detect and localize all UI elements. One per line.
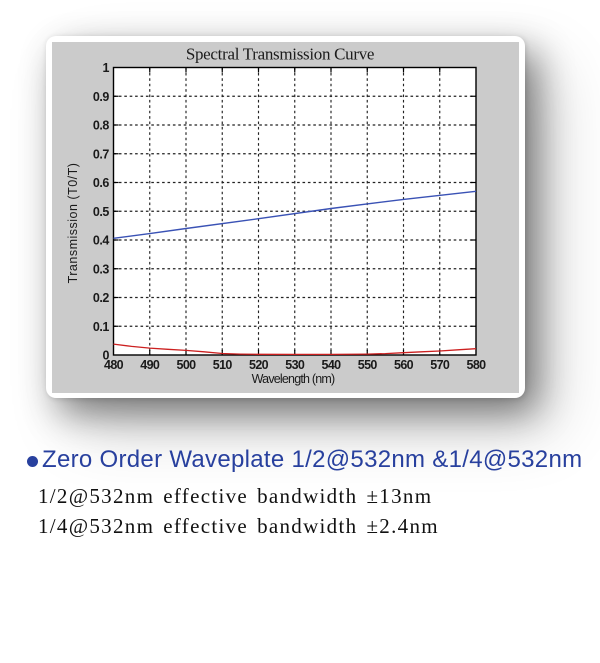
svg-text:530: 530 xyxy=(285,358,305,372)
svg-text:560: 560 xyxy=(394,358,414,372)
svg-text:0.8: 0.8 xyxy=(93,119,110,133)
svg-text:510: 510 xyxy=(213,358,233,372)
svg-text:0: 0 xyxy=(102,349,109,363)
svg-text:0.1: 0.1 xyxy=(93,320,110,334)
svg-text:550: 550 xyxy=(358,358,378,372)
svg-text:0.2: 0.2 xyxy=(93,291,110,305)
svg-text:540: 540 xyxy=(321,358,341,372)
svg-text:0.3: 0.3 xyxy=(93,262,110,276)
svg-text:480: 480 xyxy=(104,358,124,372)
svg-text:0.4: 0.4 xyxy=(93,234,110,248)
svg-text:Transmission (T0/T): Transmission (T0/T) xyxy=(66,163,80,284)
svg-text:500: 500 xyxy=(176,358,196,372)
svg-text:0.7: 0.7 xyxy=(93,147,110,161)
svg-text:570: 570 xyxy=(430,358,450,372)
svg-text:490: 490 xyxy=(140,358,160,372)
svg-text:0.6: 0.6 xyxy=(93,176,110,190)
svg-text:580: 580 xyxy=(466,358,486,372)
svg-text:520: 520 xyxy=(249,358,269,372)
svg-text:0.5: 0.5 xyxy=(93,205,110,219)
svg-text:1: 1 xyxy=(102,61,109,75)
svg-text:0.9: 0.9 xyxy=(93,90,110,104)
svg-text:Wavelength (nm): Wavelength (nm) xyxy=(252,372,335,386)
svg-text:Spectral Transmission Curve: Spectral Transmission Curve xyxy=(186,45,374,64)
